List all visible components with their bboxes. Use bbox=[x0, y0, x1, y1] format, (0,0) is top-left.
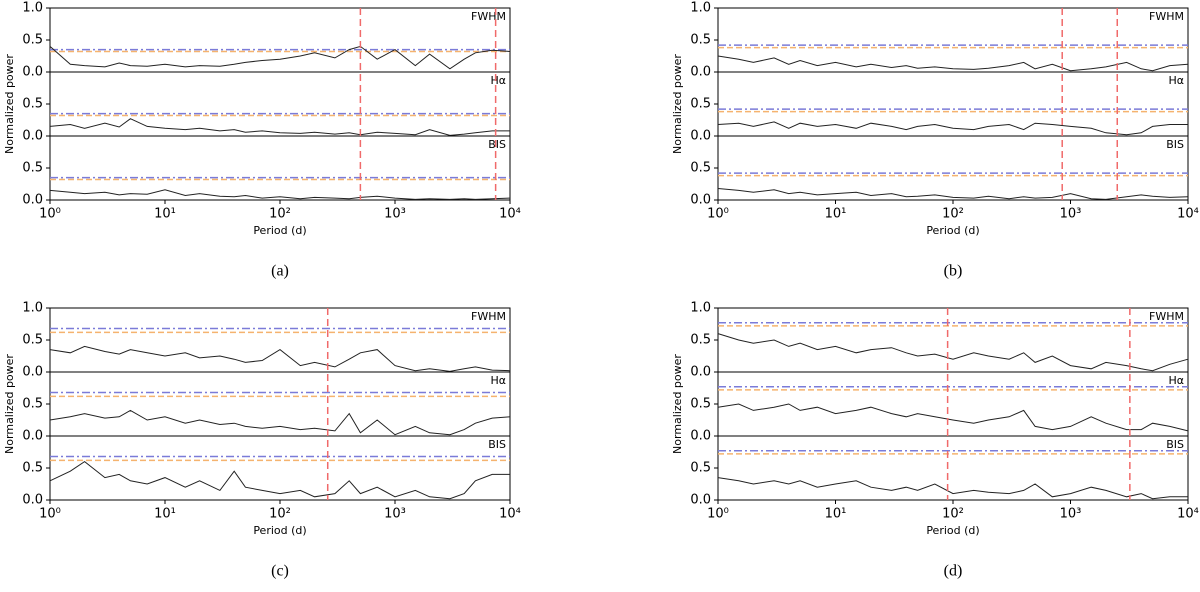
x-tick-label: 10¹ bbox=[825, 207, 847, 222]
subplot-label: BIS bbox=[488, 438, 506, 451]
subplot-frame bbox=[717, 435, 1189, 501]
y-tick-label: 0.5 bbox=[690, 97, 711, 112]
subplot-label: BIS bbox=[488, 138, 506, 151]
y-tick-label: 0.0 bbox=[22, 129, 43, 144]
y-axis-label: Normalized power bbox=[671, 354, 684, 454]
subplot-label: Hα bbox=[1168, 74, 1184, 87]
y-tick-label: 0.5 bbox=[22, 461, 43, 476]
y-tick-label: 0.0 bbox=[22, 493, 43, 508]
x-axis-label: Period (d) bbox=[253, 224, 306, 237]
x-tick-label: 10⁰ bbox=[707, 207, 729, 222]
periodogram bbox=[717, 188, 1189, 200]
x-tick-label: 10² bbox=[269, 507, 291, 522]
subplot-label: Hα bbox=[490, 74, 506, 87]
periodogram bbox=[49, 118, 510, 136]
y-tick-label: 0.0 bbox=[690, 429, 711, 444]
subplot-label: Hα bbox=[490, 374, 506, 387]
subplot-frame bbox=[49, 435, 511, 501]
y-tick-label: 0.5 bbox=[22, 97, 43, 112]
subplot-label: FWHM bbox=[471, 310, 506, 323]
x-tick-label: 10¹ bbox=[154, 507, 176, 522]
x-tick-label: 10² bbox=[942, 207, 964, 222]
y-tick-label: 0.5 bbox=[690, 461, 711, 476]
periodogram bbox=[717, 403, 1189, 432]
x-tick-label: 10³ bbox=[384, 507, 406, 522]
x-tick-label: 10³ bbox=[384, 207, 406, 222]
x-axis-label: Period (d) bbox=[253, 524, 306, 537]
subplot-label: BIS bbox=[1166, 438, 1184, 451]
y-tick-label: 0.0 bbox=[22, 365, 43, 380]
y-tick-label: 0.0 bbox=[690, 365, 711, 380]
y-axis-label: Normalized power bbox=[3, 54, 16, 154]
y-tick-label: 0.5 bbox=[690, 33, 711, 48]
x-tick-label: 10³ bbox=[1060, 207, 1082, 222]
x-tick-label: 10¹ bbox=[825, 507, 847, 522]
x-tick-label: 10⁰ bbox=[39, 207, 61, 222]
periodogram bbox=[49, 45, 511, 70]
periodogram bbox=[49, 189, 511, 200]
periodogram bbox=[717, 333, 1189, 372]
y-axis-label: Normalized power bbox=[671, 54, 684, 154]
x-tick-label: 10⁴ bbox=[499, 207, 521, 222]
y-axis-label: Normalized power bbox=[3, 354, 16, 454]
y-tick-label: 0.0 bbox=[22, 429, 43, 444]
y-tick-label: 1.0 bbox=[690, 1, 711, 16]
x-tick-label: 10² bbox=[269, 207, 291, 222]
y-tick-label: 0.5 bbox=[690, 397, 711, 412]
subplot-frame bbox=[717, 7, 1189, 73]
caption: (c) bbox=[271, 563, 289, 580]
caption: (a) bbox=[271, 263, 289, 280]
y-tick-label: 0.5 bbox=[690, 333, 711, 348]
subplot-label: FWHM bbox=[1149, 10, 1184, 23]
x-tick-label: 10² bbox=[942, 507, 964, 522]
x-tick-label: 10⁰ bbox=[707, 507, 729, 522]
x-axis-label: Period (d) bbox=[926, 224, 979, 237]
y-tick-label: 0.5 bbox=[690, 161, 711, 176]
periodogram bbox=[717, 121, 1188, 136]
x-tick-label: 10⁴ bbox=[1177, 207, 1199, 222]
x-tick-label: 10⁰ bbox=[39, 507, 61, 522]
subplot-frame bbox=[49, 307, 511, 373]
caption: (d) bbox=[944, 563, 963, 580]
subplot-frame bbox=[49, 71, 511, 137]
periodogram bbox=[49, 345, 511, 372]
periodogram bbox=[49, 460, 510, 500]
y-tick-label: 0.0 bbox=[690, 65, 711, 80]
y-tick-label: 0.0 bbox=[690, 193, 711, 208]
y-tick-label: 0.5 bbox=[22, 333, 43, 348]
y-tick-label: 0.0 bbox=[690, 129, 711, 144]
y-tick-label: 1.0 bbox=[690, 301, 711, 316]
x-tick-label: 10³ bbox=[1060, 507, 1082, 522]
periodogram bbox=[717, 55, 1189, 72]
subplot-label: BIS bbox=[1166, 138, 1184, 151]
y-tick-label: 1.0 bbox=[22, 1, 43, 16]
x-tick-label: 10⁴ bbox=[1177, 507, 1199, 522]
y-tick-label: 0.5 bbox=[22, 161, 43, 176]
x-axis-label: Period (d) bbox=[926, 524, 979, 537]
y-tick-label: 0.5 bbox=[22, 33, 43, 48]
subplot-frame bbox=[717, 307, 1189, 373]
subplot-label: FWHM bbox=[471, 10, 506, 23]
periodogram bbox=[49, 409, 511, 436]
y-tick-label: 0.0 bbox=[22, 65, 43, 80]
x-tick-label: 10¹ bbox=[154, 207, 176, 222]
y-tick-label: 0.5 bbox=[22, 397, 43, 412]
y-tick-label: 0.0 bbox=[690, 493, 711, 508]
subplot-label: Hα bbox=[1168, 374, 1184, 387]
y-tick-label: 1.0 bbox=[22, 301, 43, 316]
subplot-frame bbox=[49, 135, 511, 201]
subplot-label: FWHM bbox=[1149, 310, 1184, 323]
x-tick-label: 10⁴ bbox=[499, 507, 521, 522]
caption: (b) bbox=[944, 263, 963, 280]
subplot-frame bbox=[717, 71, 1189, 137]
y-tick-label: 0.0 bbox=[22, 193, 43, 208]
periodogram bbox=[717, 477, 1188, 500]
